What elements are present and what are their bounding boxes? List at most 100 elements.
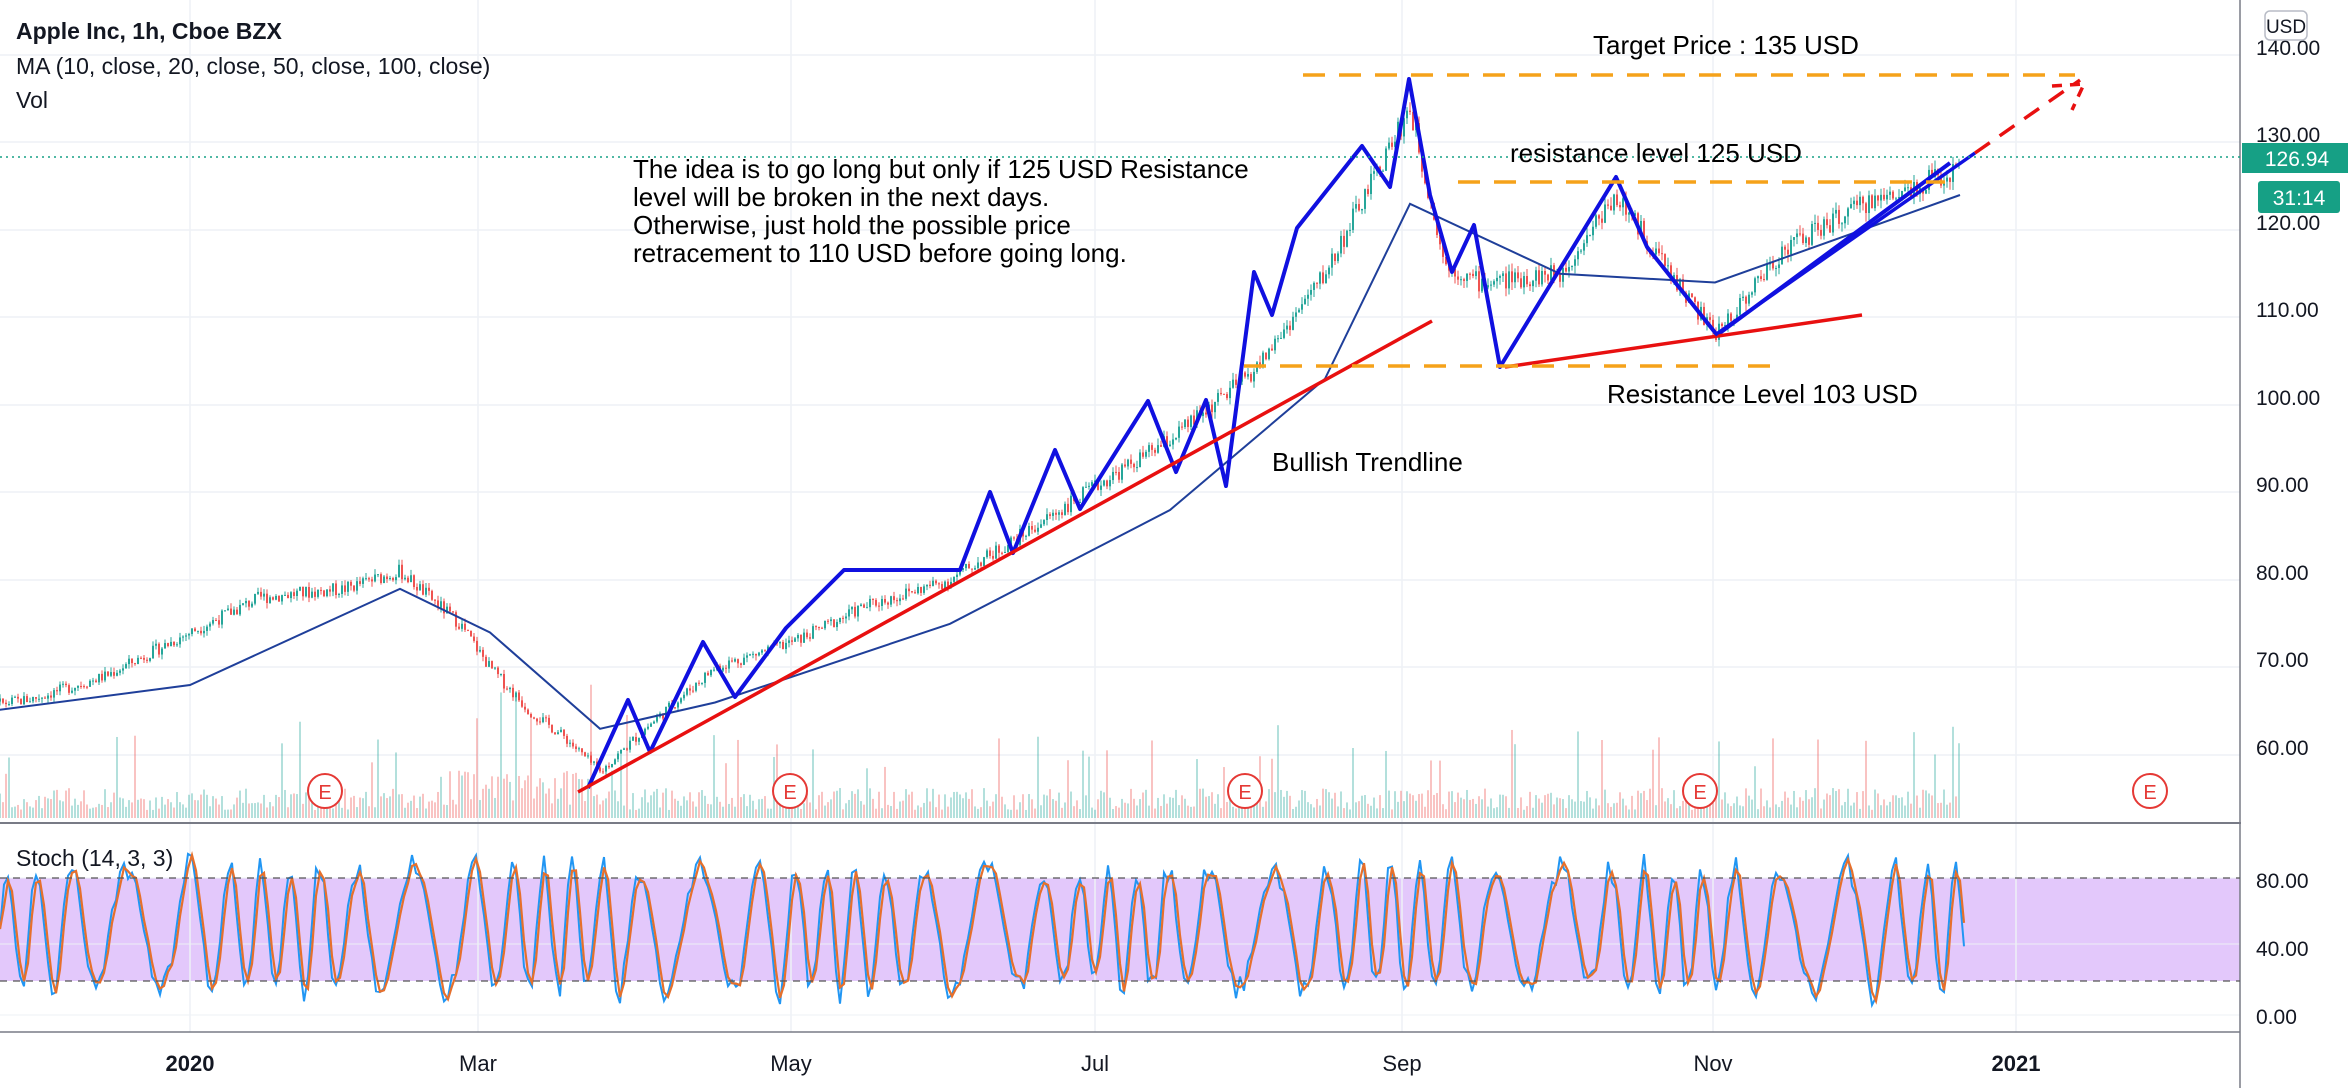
candle-body — [482, 649, 484, 657]
volume-bar — [884, 766, 886, 818]
earnings-marker[interactable] — [1682, 773, 1718, 809]
volume-bar — [1196, 759, 1198, 818]
volume-bar — [938, 794, 940, 818]
volume-bar — [1928, 793, 1930, 818]
volume-bar — [707, 803, 709, 818]
idea-note-line[interactable]: retracement to 110 USD before going long… — [633, 238, 1127, 268]
volume-bar — [1508, 807, 1510, 818]
volume-bar — [833, 791, 835, 818]
candle-body — [941, 584, 943, 589]
volume-indicator-label[interactable]: Vol — [16, 87, 48, 113]
candle-body — [1931, 169, 1933, 177]
candle-body — [374, 574, 376, 582]
legend[interactable]: Apple Inc, 1h, Cboe BZX MA (10, close, 2… — [16, 18, 490, 871]
user-drawings[interactable] — [577, 73, 2087, 794]
volume-bar — [620, 753, 622, 818]
volume-bar — [1529, 791, 1531, 818]
candle-body — [626, 748, 628, 750]
price-tick-label: 60.00 — [2256, 737, 2309, 760]
volume-bar — [482, 788, 484, 818]
candle-body — [1091, 482, 1093, 486]
time-axis[interactable]: 2020 Mar May Jul Sep Nov 2021 — [166, 1051, 2041, 1076]
candle-body — [872, 598, 874, 600]
volume-bar — [461, 775, 463, 818]
volume-bar — [377, 739, 379, 818]
candle-body — [581, 748, 583, 753]
volume-bar — [857, 789, 859, 818]
volume-bar — [386, 798, 388, 818]
resistance-125-label[interactable]: resistance level 125 USD — [1510, 138, 1802, 168]
candle-body — [1127, 459, 1129, 467]
candle-body — [383, 576, 385, 583]
volume-bar — [74, 798, 76, 818]
text-annotations[interactable]: The idea is to go long but only if 125 U… — [633, 30, 1918, 477]
candle-body — [425, 587, 427, 595]
trendline-label[interactable]: Bullish Trendline — [1272, 447, 1463, 477]
volume-bar — [1490, 798, 1492, 818]
volume-bar — [1118, 807, 1120, 818]
earnings-marker[interactable] — [772, 773, 808, 809]
candle-body — [299, 586, 301, 591]
symbol-title[interactable]: Apple Inc, 1h, Cboe BZX — [16, 18, 282, 44]
currency-button[interactable] — [2264, 10, 2308, 41]
candle-body — [269, 597, 271, 604]
candle-body — [479, 649, 481, 652]
volume-bar — [806, 792, 808, 818]
volume-bar — [1877, 793, 1879, 818]
candle-body — [80, 686, 82, 688]
candle-body — [461, 623, 463, 629]
volume-bar — [926, 788, 928, 818]
earnings-marker[interactable] — [2132, 773, 2168, 809]
candle-body — [938, 583, 940, 585]
target-price-label[interactable]: Target Price : 135 USD — [1593, 30, 1859, 60]
candle-body — [1628, 212, 1630, 215]
candle-body — [758, 652, 760, 656]
resistance-103-label[interactable]: Resistance Level 103 USD — [1607, 379, 1918, 409]
volume-bar — [221, 796, 223, 818]
ma-indicator-label[interactable]: MA (10, close, 20, close, 50, close, 100… — [16, 53, 490, 79]
candle-body — [1544, 270, 1546, 275]
volume-bar — [677, 800, 679, 818]
candle-body — [1883, 194, 1885, 200]
candle-body — [602, 771, 604, 773]
earnings-marker[interactable] — [1227, 773, 1263, 809]
candle-body — [1871, 195, 1873, 209]
volume-bar — [1139, 799, 1141, 818]
candle-body — [1577, 251, 1579, 260]
volume-bar — [851, 791, 853, 818]
volume-bar — [1538, 798, 1540, 818]
volume-bar — [1580, 801, 1582, 818]
idea-note-line[interactable]: level will be broken in the next days. — [633, 182, 1049, 212]
volume-bar — [557, 798, 559, 818]
candle-body — [95, 680, 97, 683]
volume-bar — [632, 793, 634, 818]
candle-body — [590, 755, 592, 763]
volume-bar — [725, 763, 727, 818]
volume-bar — [1535, 795, 1537, 818]
candle-body — [245, 601, 247, 604]
volume-bar — [1826, 793, 1828, 818]
candle-body — [494, 667, 496, 669]
earnings-marker[interactable] — [307, 773, 343, 809]
volume-bar — [500, 692, 502, 818]
stoch-indicator-label[interactable]: Stoch (14, 3, 3) — [16, 845, 173, 871]
candle-body — [1856, 200, 1858, 206]
candle-body — [455, 612, 457, 627]
candle-body — [125, 664, 127, 669]
volume-bar — [146, 809, 148, 818]
volume-bar — [254, 803, 256, 818]
volume-bar — [212, 796, 214, 818]
candle-body — [902, 598, 904, 600]
idea-note-line[interactable]: The idea is to go long but only if 125 U… — [633, 154, 1249, 184]
candle-body — [1511, 271, 1513, 283]
volume-bar — [314, 809, 316, 818]
volume-bar — [992, 801, 994, 818]
idea-note-line[interactable]: Otherwise, just hold the possible price — [633, 210, 1071, 240]
volume-bar — [1220, 808, 1222, 818]
candle-body — [620, 749, 622, 754]
volume-bar — [404, 807, 406, 818]
volume-bar — [1820, 808, 1822, 818]
